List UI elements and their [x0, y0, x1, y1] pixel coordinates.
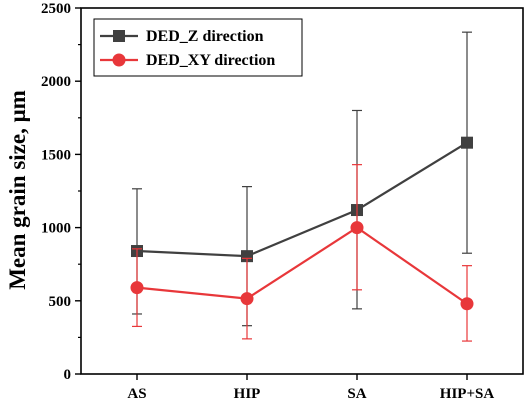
- series-layer: [130, 31, 474, 342]
- y-tick-label: 1000: [41, 221, 71, 237]
- y-tick-label: 1500: [41, 147, 71, 163]
- legend-box: [93, 18, 303, 77]
- data-point: [461, 136, 473, 149]
- x-axis-ticks: AS HIP SA HIP+SA: [127, 374, 494, 402]
- legend-label: DED_Z direction: [146, 28, 264, 45]
- x-tick-label: SA: [347, 386, 366, 402]
- x-tick-label: AS: [127, 386, 146, 402]
- legend: DED_Z direction DED_XY direction: [93, 18, 303, 77]
- x-tick-label: HIP+SA: [440, 386, 495, 402]
- data-point: [460, 297, 474, 311]
- y-tick-label: 0: [64, 367, 72, 383]
- data-point: [350, 221, 364, 235]
- y-axis-title: Mean grain size, μm: [5, 90, 30, 290]
- legend-marker: [113, 30, 125, 42]
- legend-marker: [112, 53, 126, 67]
- data-point: [130, 281, 144, 295]
- data-point: [240, 292, 254, 306]
- series-2: [130, 164, 474, 342]
- x-tick-label: HIP: [234, 386, 261, 402]
- y-axis-ticks: 0 500 1000 1500 2000 2500: [41, 1, 81, 383]
- series-line: [136, 226, 468, 305]
- y-tick-label: 2500: [41, 1, 71, 17]
- series-line: [136, 141, 468, 258]
- y-tick-label: 500: [49, 294, 72, 310]
- legend-label: DED_XY direction: [146, 52, 275, 69]
- y-tick-label: 2000: [41, 74, 71, 90]
- data-point: [241, 250, 253, 263]
